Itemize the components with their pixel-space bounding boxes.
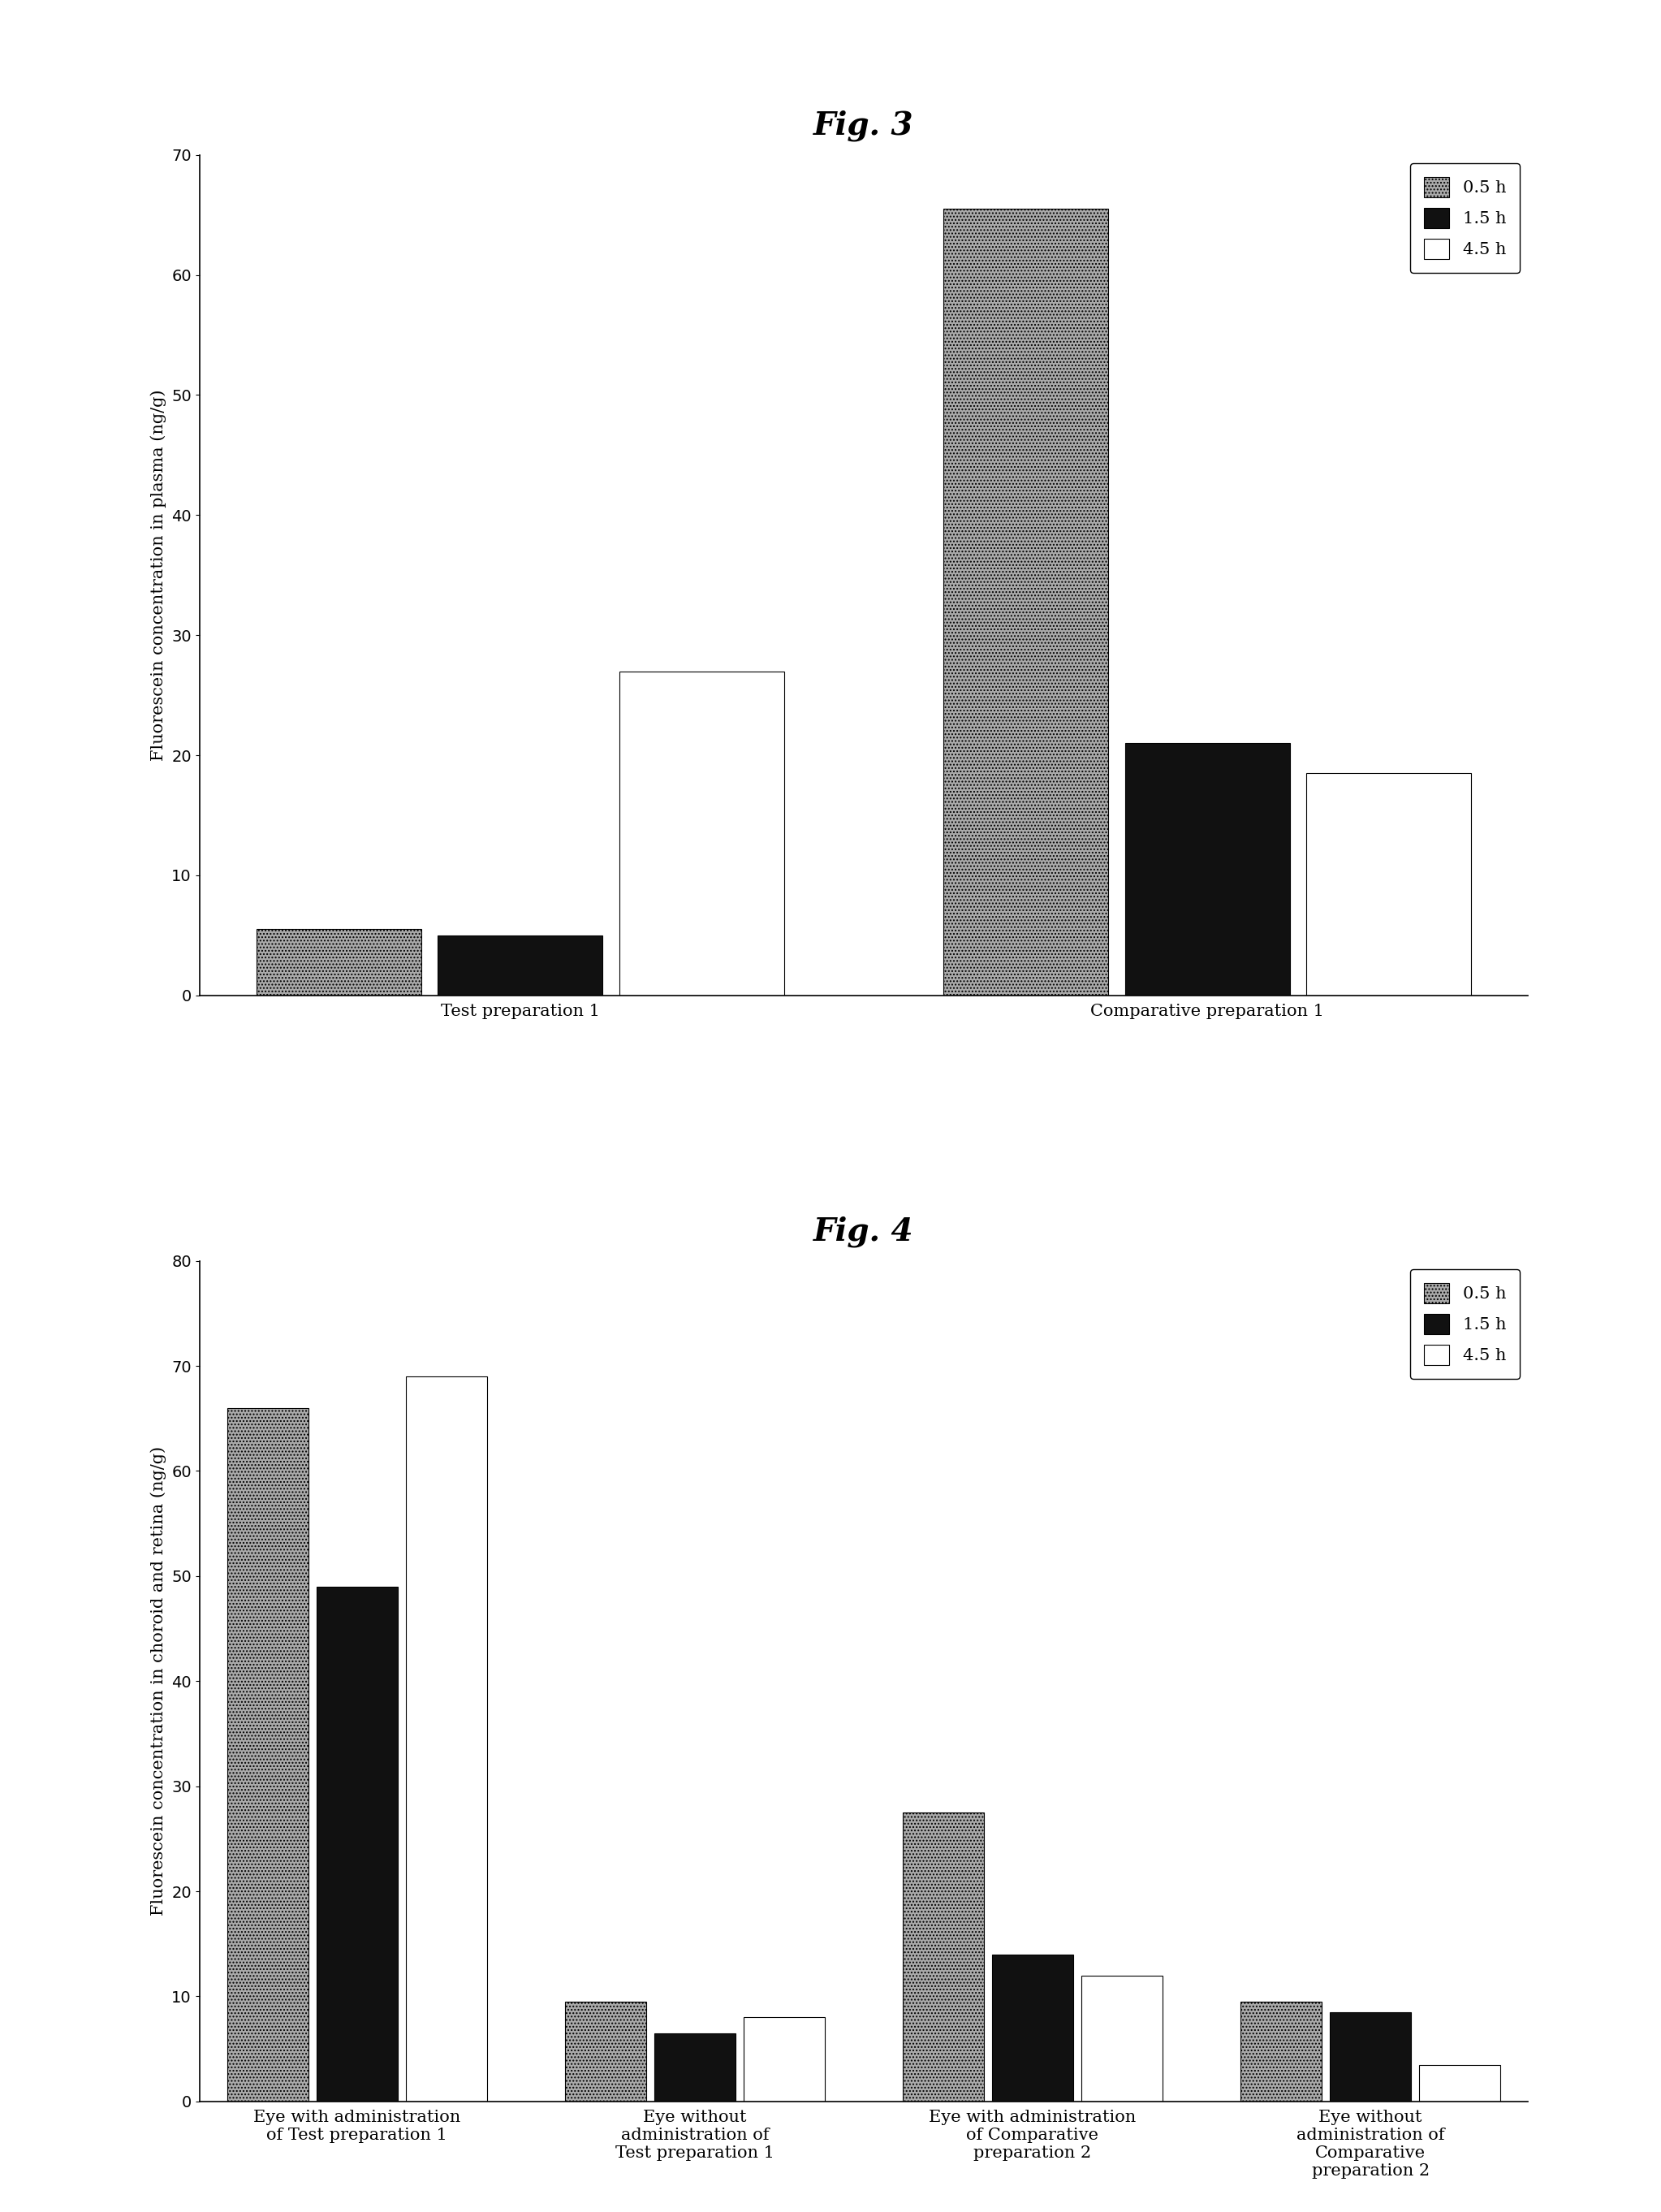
Bar <box>256 929 422 995</box>
Bar <box>1418 2064 1500 2101</box>
Y-axis label: Fluorescein concentration in plasma (ng/g): Fluorescein concentration in plasma (ng/… <box>151 389 166 761</box>
Legend: 0.5 h, 1.5 h, 4.5 h: 0.5 h, 1.5 h, 4.5 h <box>1410 164 1520 272</box>
Bar <box>904 1812 983 2101</box>
Bar <box>620 670 784 995</box>
Bar <box>1330 2013 1410 2101</box>
Title: Fig. 3: Fig. 3 <box>814 111 914 142</box>
Bar <box>437 936 603 995</box>
Bar <box>565 2002 646 2101</box>
Bar <box>228 1409 309 2101</box>
Bar <box>744 2017 824 2101</box>
Bar <box>405 1376 487 2101</box>
Bar <box>317 1586 397 2101</box>
Bar <box>1124 743 1291 995</box>
Y-axis label: Fluorescein concentration in choroid and retina (ng/g): Fluorescein concentration in choroid and… <box>151 1447 166 1916</box>
Bar <box>1306 774 1472 995</box>
Bar <box>992 1955 1073 2101</box>
Bar <box>943 208 1108 995</box>
Bar <box>1081 1975 1163 2101</box>
Bar <box>654 2033 736 2101</box>
Bar <box>1241 2002 1322 2101</box>
Title: Fig. 4: Fig. 4 <box>814 1217 914 1248</box>
Legend: 0.5 h, 1.5 h, 4.5 h: 0.5 h, 1.5 h, 4.5 h <box>1410 1270 1520 1378</box>
